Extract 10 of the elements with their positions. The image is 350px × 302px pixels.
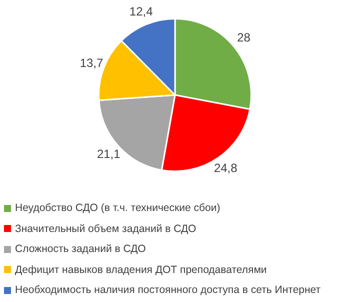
- data-label: 24,8: [214, 160, 238, 175]
- legend-label: Дефицит навыков владения ДОТ преподавателями: [15, 264, 267, 276]
- data-label: 13,7: [80, 56, 104, 70]
- legend-label: Значительный объем заданий в СДО: [15, 222, 196, 235]
- data-label: 21,1: [96, 146, 121, 161]
- legend-label: Необходимость наличия постоянного доступа в сеть Интернет: [15, 284, 321, 296]
- data-label: 12,4: [129, 4, 154, 19]
- data-label: 28: [237, 30, 251, 44]
- legend-label: Сложность заданий в СДО: [15, 243, 146, 256]
- legend-label: Неудобство СДО (в т.ч. технические сбои): [15, 202, 220, 214]
